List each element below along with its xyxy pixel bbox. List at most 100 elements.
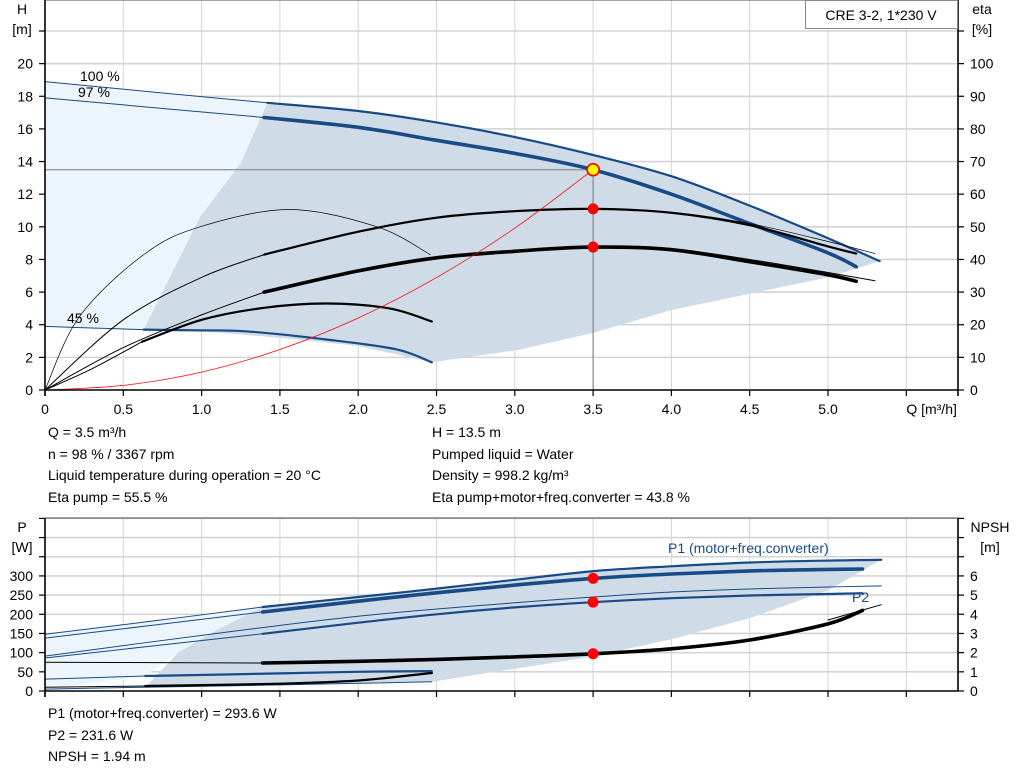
p2-curve-label: P2: [852, 589, 869, 605]
y-axis-label-left: [m]: [12, 21, 31, 37]
legend-box: [805, 0, 958, 29]
curve-eta-10: [44, 291, 265, 391]
y-tick-label-left: 0: [25, 683, 33, 699]
y-tick-label-right: 10: [970, 349, 986, 365]
info-p2: P2 = 231.6 W: [48, 726, 134, 743]
x-tick-label: 5.0: [818, 401, 838, 417]
y-tick-label-right: 6: [970, 568, 978, 584]
y-tick-label-right: 90: [970, 88, 986, 104]
y-tick-label-left: 20: [17, 56, 33, 72]
y-tick-label-left: 2: [25, 349, 33, 365]
info-p1: P1 (motor+freq.converter) = 293.6 W: [48, 705, 277, 721]
info-bottom: P1 (motor+freq.converter) = 293.6 W P2 =…: [48, 703, 277, 768]
y-axis-label-left: H: [17, 1, 27, 17]
curve-p-2: [44, 611, 264, 639]
speed-annotation: 45 %: [67, 310, 99, 326]
y-tick-label-right: 80: [970, 121, 986, 137]
info-speed: n = 98 % / 3367 rpm: [48, 445, 175, 462]
head-efficiency-chart: 0 2 4 6 8 10 12 14 16 18 20 0 10 20 30 40 50 60 70 80 90 100 H…: [12, 0, 994, 417]
curve-p-0: [44, 606, 264, 635]
duty-point-eta: [587, 203, 599, 215]
curve-p-9: [44, 681, 433, 690]
y-tick-label-right: 5: [970, 587, 978, 603]
y-tick-label-right: 60: [970, 186, 986, 202]
y-tick-label-left: 0: [25, 382, 33, 398]
y-tick-label-left: 150: [10, 625, 34, 641]
curve-npsh-13: [44, 685, 146, 688]
curve-eta-9: [592, 208, 876, 254]
x-axis-label: Q [m³/h]: [906, 401, 957, 417]
y-tick-label-left: 100: [10, 645, 34, 661]
x-tick-label: 4.5: [740, 401, 760, 417]
operating-range-light: [45, 81, 268, 330]
y-tick-label-right: 0: [970, 382, 978, 398]
y-axis-label-right: NPSH: [971, 519, 1010, 535]
x-tick-label: 3.0: [505, 401, 525, 417]
duty-point-npsh: [587, 648, 599, 660]
y-tick-label-left: 50: [17, 664, 33, 680]
curve-h-2: [44, 97, 265, 118]
y-axis-label-right: [%]: [972, 21, 992, 37]
curve-npsh-12: [827, 604, 882, 621]
operating-range-dark: [145, 559, 882, 688]
info-pumped-liquid: Pumped liquid = Water: [432, 445, 574, 462]
operating-range-dark: [143, 102, 880, 363]
speed-annotation: 97 %: [78, 84, 110, 100]
curve-h-4: [44, 325, 145, 331]
curve-h-0: [44, 81, 268, 104]
y-tick-label-left: 8: [25, 251, 33, 267]
info-head: H = 13.5 m: [432, 424, 501, 440]
y-axis-label-right: eta: [972, 1, 992, 17]
x-tick-label: 3.5: [583, 401, 603, 417]
y-tick-label-right: 0: [970, 683, 978, 699]
x-tick-label: 1.5: [270, 401, 290, 417]
info-flow: Q = 3.5 m³/h: [48, 424, 127, 440]
y-axis-label-left: P: [17, 519, 26, 535]
curve-h-1: [266, 101, 881, 263]
duty-point-p: [587, 572, 599, 584]
y-tick-label-right: 70: [970, 154, 986, 170]
duty-point-eta: [587, 241, 599, 253]
y-axis-label-left: [W]: [12, 539, 33, 555]
curve-p-8: [144, 670, 433, 678]
y-tick-label-right: 2: [970, 645, 978, 661]
y-tick-label-right: 40: [970, 251, 986, 267]
y-tick-label-left: 200: [10, 606, 34, 622]
y-tick-label-right: 100: [970, 56, 994, 72]
y-tick-label-right: 4: [970, 606, 978, 622]
curve-h-15: [44, 169, 594, 391]
info-eta-total: Eta pump+motor+freq.converter = 43.8 %: [432, 488, 690, 505]
curve-eta-6: [44, 209, 431, 391]
y-tick-label-left: 6: [25, 284, 33, 300]
curve-eta-12: [592, 246, 876, 282]
p1-curve-label: P1 (motor+freq.converter): [668, 540, 829, 556]
curve-p-1: [261, 558, 883, 609]
curve-p-7: [44, 675, 146, 680]
y-tick-label-left: 16: [17, 121, 33, 137]
duty-point-p: [587, 596, 599, 608]
legend-title: CRE 3-2, 1*230 V: [825, 7, 937, 23]
x-tick-label: 0: [41, 401, 49, 417]
y-tick-label-left: 250: [10, 587, 34, 603]
operating-point: [586, 162, 600, 177]
x-tick-label: 2.0: [348, 401, 368, 417]
x-tick-label: 0.5: [114, 401, 134, 417]
y-tick-label-left: 4: [25, 317, 33, 333]
curve-eta-7: [44, 254, 265, 391]
info-left-column: Q = 3.5 m³/h n = 98 % / 3367 rpm Liquid …: [48, 422, 321, 508]
info-liquid-temperature: Liquid temperature during operation = 20…: [48, 467, 321, 483]
curve-eta-13: [44, 341, 143, 391]
y-tick-label-left: 10: [17, 219, 33, 235]
x-tick-label: 4.0: [662, 401, 682, 417]
curve-p-5: [44, 633, 264, 659]
info-npsh: NPSH = 1.94 m: [48, 748, 146, 764]
y-tick-label-right: 50: [970, 219, 986, 235]
y-tick-label-right: 1: [970, 664, 978, 680]
info-density: Density = 998.2 kg/m³: [432, 467, 569, 483]
curve-p-4: [44, 585, 882, 657]
y-tick-label-right: 20: [970, 317, 986, 333]
y-axis-label-right: [m]: [980, 539, 999, 555]
info-eta-pump: Eta pump = 55.5 %: [48, 488, 168, 505]
x-tick-label: 2.5: [427, 401, 447, 417]
